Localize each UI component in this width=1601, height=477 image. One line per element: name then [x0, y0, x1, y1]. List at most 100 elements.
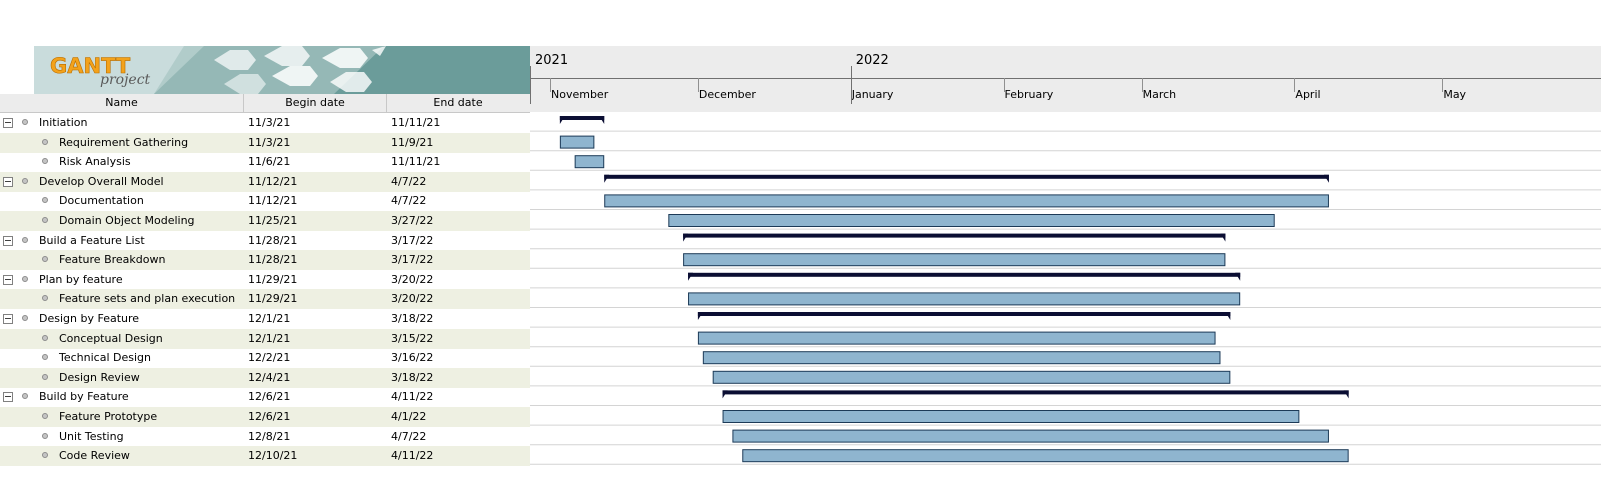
month-tick	[697, 78, 699, 92]
task-row[interactable]: Unit Testing 12/8/21 4/7/22	[0, 427, 530, 447]
task-begin-date: 12/1/21	[248, 331, 291, 345]
year-label: 2022	[855, 53, 889, 68]
task-bullet-icon	[22, 177, 28, 184]
task-bar[interactable]	[688, 292, 1241, 306]
task-row[interactable]: Risk Analysis 11/6/21 11/11/21	[0, 152, 530, 172]
task-end-date: 3/16/22	[391, 351, 434, 365]
collapse-toggle-icon[interactable]	[3, 118, 13, 128]
task-name: Design Review	[59, 370, 140, 384]
task-bar[interactable]	[702, 351, 1221, 365]
task-begin-date: 11/12/21	[248, 194, 298, 208]
task-bullet-icon	[22, 236, 28, 243]
task-row-summary[interactable]: Build by Feature 12/6/21 4/11/22	[0, 387, 530, 407]
task-bar[interactable]	[668, 214, 1275, 227]
task-row[interactable]: Domain Object Modeling 11/25/21 3/27/22	[0, 211, 530, 231]
task-begin-date: 11/25/21	[248, 214, 298, 227]
collapse-toggle-icon[interactable]	[3, 176, 13, 187]
task-end-date: 11/11/21	[391, 116, 441, 129]
task-row[interactable]: Requirement Gathering 11/3/21 11/9/21	[0, 132, 530, 153]
column-header-begin-date[interactable]: Begin date	[244, 94, 387, 112]
task-table-header: Name Begin date End date	[0, 94, 530, 113]
task-name: Design by Feature	[39, 312, 140, 325]
task-end-date: 3/20/22	[391, 292, 434, 306]
task-bullet-icon	[22, 393, 28, 400]
task-row[interactable]: Documentation 11/12/21 4/7/22	[0, 191, 530, 211]
task-row[interactable]: Feature sets and plan execution 11/29/21 3…	[0, 289, 530, 310]
task-name: Build a Feature List	[39, 233, 145, 247]
column-header-end-date[interactable]: End date	[433, 96, 483, 109]
task-bullet-icon	[42, 354, 48, 361]
month-label: March	[1142, 88, 1177, 101]
task-row-summary[interactable]: Build a Feature List 11/28/21 3/17/22	[0, 231, 530, 251]
logo-subtext: project	[100, 72, 151, 88]
task-bullet-icon	[42, 256, 48, 263]
collapse-toggle-icon[interactable]	[3, 392, 13, 403]
task-name: Feature Breakdown	[59, 253, 166, 267]
task-bar[interactable]	[559, 135, 595, 149]
summary-task-bar[interactable]	[688, 272, 1241, 281]
task-row[interactable]: Feature Breakdown 11/28/21 3/17/22	[0, 250, 530, 271]
task-begin-date: 12/1/21	[248, 312, 291, 325]
year-label: 2021	[535, 53, 569, 68]
task-row-summary[interactable]: Plan by feature 11/29/21 3/20/22	[0, 270, 530, 290]
month-tick	[1294, 78, 1296, 92]
task-name: Documentation	[59, 194, 144, 208]
task-row[interactable]: Technical Design 12/2/21 3/16/22	[0, 348, 530, 368]
task-row[interactable]: Feature Prototype 12/6/21 4/1/22	[0, 407, 530, 427]
task-name: Build by Feature	[39, 390, 129, 404]
task-bar[interactable]	[697, 331, 1216, 345]
collapse-toggle-icon[interactable]	[3, 314, 13, 324]
task-bar[interactable]	[574, 155, 605, 169]
task-bullet-icon	[22, 315, 28, 321]
task-bar[interactable]	[604, 194, 1329, 208]
task-bar[interactable]	[683, 253, 1226, 267]
timeline-header: November December January February March Apri…	[530, 46, 1601, 112]
month-label: January	[851, 88, 894, 101]
summary-task-bar[interactable]	[722, 390, 1349, 399]
task-end-date: 11/9/21	[391, 135, 434, 149]
collapse-toggle-icon[interactable]	[3, 235, 13, 246]
task-begin-date: 12/6/21	[248, 410, 291, 423]
task-begin-date: 12/8/21	[248, 429, 291, 443]
month-tick	[1141, 78, 1143, 92]
task-name: Develop Overall Model	[39, 174, 164, 188]
column-header-name[interactable]: Name	[0, 94, 244, 112]
task-bar[interactable]	[732, 429, 1329, 443]
task-name: Risk Analysis	[59, 155, 131, 169]
summary-task-bar[interactable]	[697, 312, 1231, 320]
task-row[interactable]: Code Review 12/10/21 4/11/22	[0, 446, 530, 467]
task-name: Feature sets and plan execution	[59, 292, 236, 306]
task-name: Technical Design	[59, 351, 151, 365]
task-bullet-icon	[42, 217, 48, 223]
task-row[interactable]: Conceptual Design 12/1/21 3/15/22	[0, 328, 530, 349]
task-row[interactable]: Design Review 12/4/21 3/18/22	[0, 367, 530, 388]
task-bar[interactable]	[742, 449, 1349, 463]
collapse-toggle-icon[interactable]	[3, 274, 13, 285]
month-label: May	[1443, 88, 1467, 101]
task-bullet-icon	[42, 373, 48, 380]
task-row-summary[interactable]: Design by Feature 12/1/21 3/18/22	[0, 309, 530, 329]
task-begin-date: 12/6/21	[248, 390, 291, 404]
month-tick	[1003, 78, 1005, 92]
task-bullet-icon	[42, 334, 48, 341]
task-row-summary[interactable]: Develop Overall Model 11/12/21 4/7/22	[0, 171, 530, 192]
summary-task-bar[interactable]	[683, 233, 1226, 242]
summary-task-bar[interactable]	[604, 174, 1329, 183]
task-row-summary[interactable]: Initiation 11/3/21 11/11/21	[0, 113, 530, 133]
gantt-project-logo: GANTT project	[34, 46, 530, 94]
task-begin-date: 11/3/21	[248, 116, 291, 129]
task-bullet-icon	[42, 432, 48, 439]
summary-task-bar[interactable]	[559, 116, 605, 124]
task-bar[interactable]	[712, 370, 1231, 384]
task-bullet-icon	[42, 138, 48, 145]
task-end-date: 3/18/22	[391, 370, 434, 384]
task-name: Domain Object Modeling	[59, 214, 195, 227]
task-end-date: 11/11/21	[391, 155, 441, 169]
task-bar[interactable]	[722, 410, 1300, 423]
month-label: November	[551, 88, 609, 101]
month-label: April	[1295, 88, 1321, 101]
task-name: Conceptual Design	[59, 331, 163, 345]
task-name: Unit Testing	[59, 429, 124, 443]
task-begin-date: 11/3/21	[248, 135, 291, 149]
task-begin-date: 11/29/21	[248, 292, 298, 306]
